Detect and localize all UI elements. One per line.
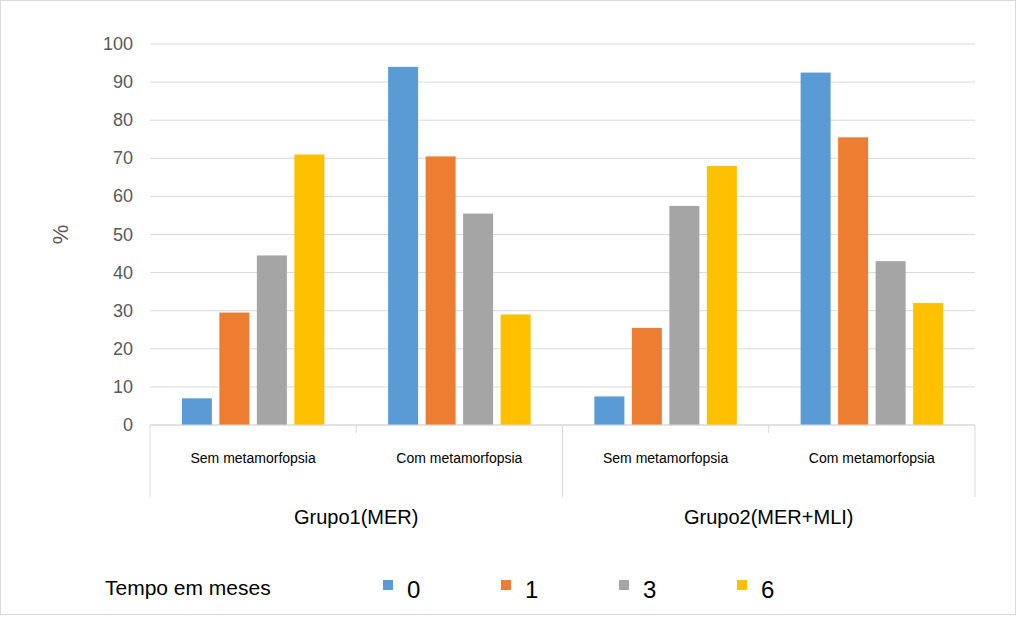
- x-tick-label: Com metamorfopsia: [809, 450, 935, 466]
- x-tick-label: Com metamorfopsia: [396, 450, 522, 466]
- legend-swatch: [383, 580, 393, 590]
- category-tick: [768, 425, 769, 433]
- legend-swatch: [619, 580, 629, 590]
- grid-line: [150, 44, 975, 45]
- group-label: Grupo1(MER): [294, 506, 418, 528]
- legend-label: 0: [407, 576, 420, 603]
- category-tick: [356, 425, 357, 433]
- grid-line: [150, 120, 975, 121]
- bar: [219, 313, 249, 425]
- grid-line: [150, 82, 975, 83]
- bar: [838, 137, 868, 425]
- y-tick-label: 10: [113, 377, 133, 397]
- legend-label: 6: [761, 576, 774, 603]
- y-tick-label: 50: [113, 225, 133, 245]
- group-separator: [975, 425, 976, 497]
- group-label: Grupo2(MER+MLI): [684, 506, 854, 528]
- bar: [632, 328, 662, 425]
- y-tick-label: 100: [103, 34, 133, 54]
- legend-title: Tempo em meses: [105, 576, 271, 599]
- y-tick-label: 70: [113, 148, 133, 168]
- bar: [501, 315, 531, 425]
- bar: [594, 396, 624, 425]
- y-tick-label: 20: [113, 339, 133, 359]
- bar: [463, 214, 493, 425]
- bar: [801, 73, 831, 425]
- y-tick-label: 30: [113, 301, 133, 321]
- legend-swatch: [737, 580, 747, 590]
- bar: [669, 206, 699, 425]
- group-separator: [562, 425, 563, 497]
- y-tick-label: 60: [113, 186, 133, 206]
- group-separator: [150, 425, 151, 497]
- bar: [294, 154, 324, 425]
- legend-swatch: [501, 580, 511, 590]
- bar: [388, 67, 418, 425]
- legend-label: 3: [643, 576, 656, 603]
- y-tick-label: 40: [113, 263, 133, 283]
- bar: [426, 156, 456, 425]
- x-tick-label: Sem metamorfopsia: [603, 450, 728, 466]
- y-tick-label: 0: [123, 415, 133, 435]
- bar: [876, 261, 906, 425]
- legend-label: 1: [525, 576, 538, 603]
- x-tick-label: Sem metamorfopsia: [190, 450, 315, 466]
- y-axis-label: %: [48, 225, 73, 245]
- bar: [707, 166, 737, 425]
- bar: [182, 398, 212, 425]
- bars: [182, 67, 943, 425]
- chart: 0102030405060708090100%Sem metamorfopsia…: [0, 0, 1023, 617]
- y-tick-label: 80: [113, 110, 133, 130]
- y-tick-label: 90: [113, 72, 133, 92]
- chart-frame: [1, 1, 1016, 615]
- bar: [257, 255, 287, 425]
- bar: [913, 303, 943, 425]
